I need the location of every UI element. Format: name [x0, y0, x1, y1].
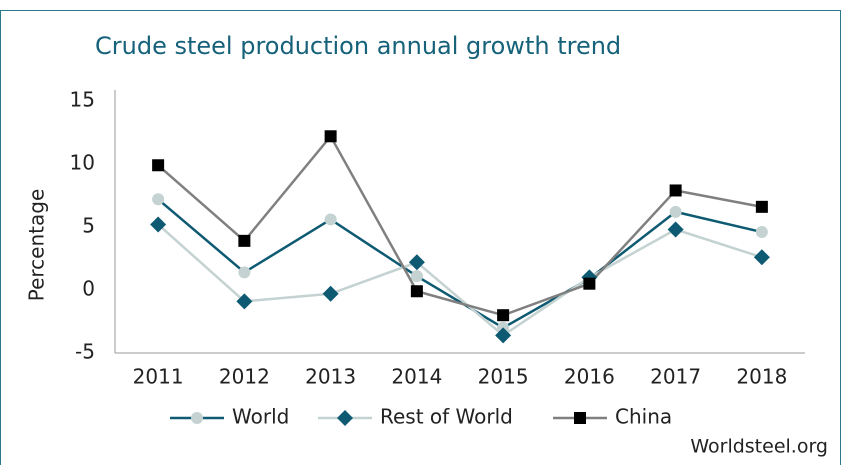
legend-label: World: [232, 405, 289, 429]
x-tick-label: 2016: [564, 365, 615, 389]
data-point: [497, 309, 510, 322]
data-point: [152, 159, 165, 172]
y-tick-label: 15: [70, 88, 95, 112]
x-tick-label: 2015: [478, 365, 529, 389]
source: Worldsteel.org: [690, 436, 828, 458]
data-point: [324, 130, 337, 143]
y-tick-label: 10: [70, 151, 95, 175]
data-point: [669, 184, 682, 197]
series-line: [157, 223, 763, 337]
data-point: [238, 234, 251, 247]
x-tick-label: 2017: [650, 365, 701, 389]
data-point: [669, 205, 682, 218]
data-point: [410, 270, 423, 283]
legend-label: China: [615, 405, 672, 429]
chart-title: Crude steel production annual growth tre…: [95, 32, 621, 60]
data-point: [150, 216, 167, 233]
x-tick-label: 2011: [133, 365, 184, 389]
x-tick-label: 2012: [219, 365, 270, 389]
frame: [0, 10, 841, 465]
y-tick-label: 0: [82, 277, 95, 301]
data-point: [755, 226, 768, 239]
data-point: [322, 285, 339, 302]
y-tick-label: -5: [75, 340, 95, 364]
data-point: [410, 285, 423, 298]
legend-marker: [574, 412, 586, 424]
legend-marker: [337, 410, 353, 426]
y-tick-label: 5: [82, 214, 95, 238]
data-point: [238, 266, 251, 279]
data-point: [236, 293, 253, 310]
data-point: [583, 277, 596, 290]
data-point: [667, 221, 684, 238]
x-tick-label: 2014: [391, 365, 442, 389]
series-line: [157, 198, 763, 330]
series-line: [157, 134, 763, 317]
x-tick-label: 2018: [736, 365, 787, 389]
data-point: [324, 213, 337, 226]
data-point: [408, 254, 425, 271]
data-point: [495, 327, 512, 344]
legend-marker: [191, 412, 203, 424]
legend-label: Rest of World: [380, 405, 513, 429]
data-point: [755, 200, 768, 213]
data-point: [753, 249, 770, 266]
y-axis-label: Percentage: [25, 189, 49, 302]
x-tick-label: 2013: [305, 365, 356, 389]
data-point: [152, 193, 165, 206]
